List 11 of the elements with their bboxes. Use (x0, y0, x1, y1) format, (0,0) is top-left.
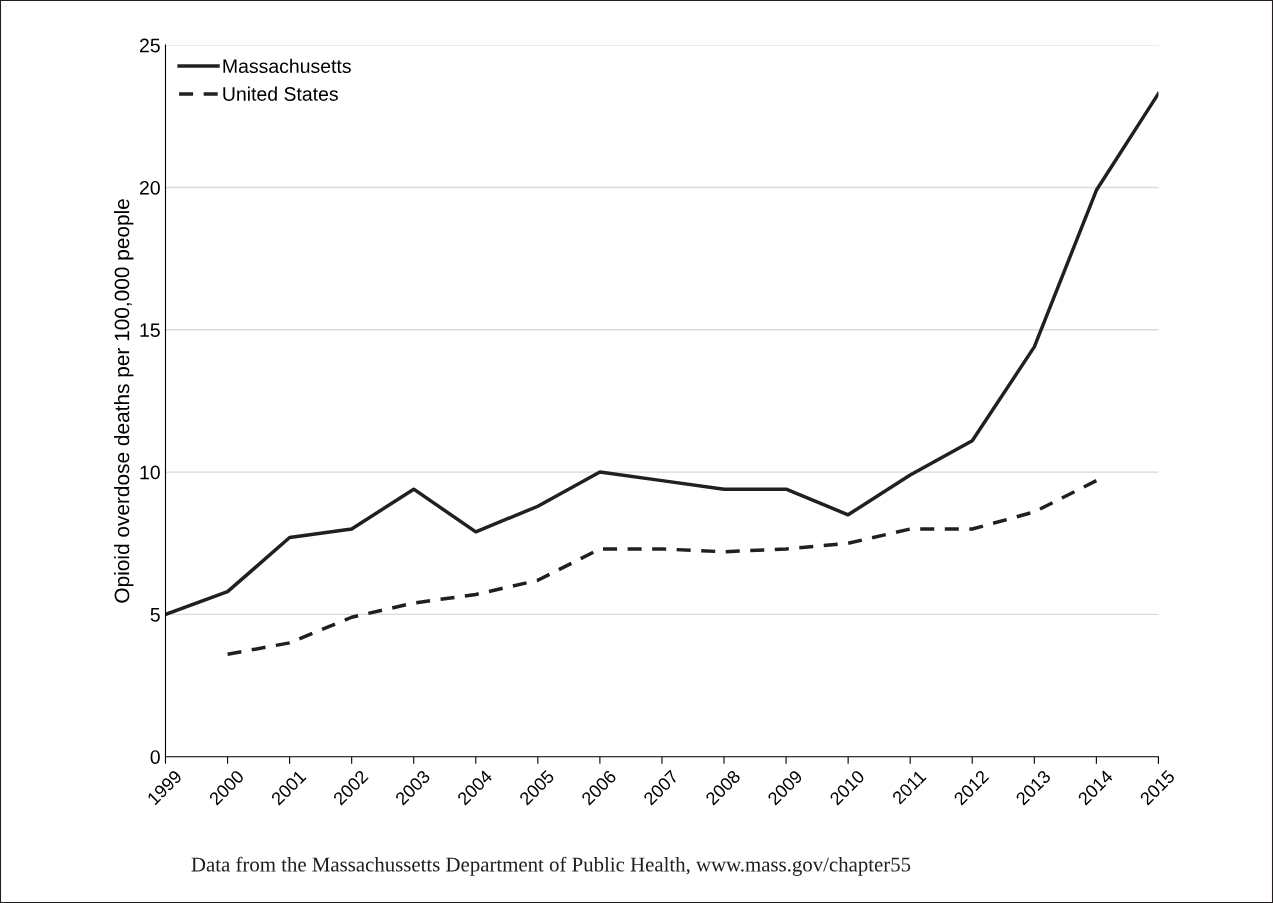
y-tick-label: 25 (139, 38, 160, 53)
line-series (225, 478, 1099, 656)
y-tick-label: 10 (140, 465, 160, 480)
y-tick-label: 15 (140, 323, 160, 338)
text: Data from the Massachussetts Department of Public Health, www.mass.gov/chapter55 (191, 856, 911, 876)
y-tick-label: 20 (139, 180, 160, 195)
y-tick-label: 5 (150, 608, 160, 622)
legend-label: United States (223, 86, 338, 101)
legend-label: Massachusetts (223, 58, 351, 74)
y-axis-title: Opioid overdose deaths per 100,000 people (114, 199, 134, 603)
y-tick-label: 0 (150, 750, 160, 764)
